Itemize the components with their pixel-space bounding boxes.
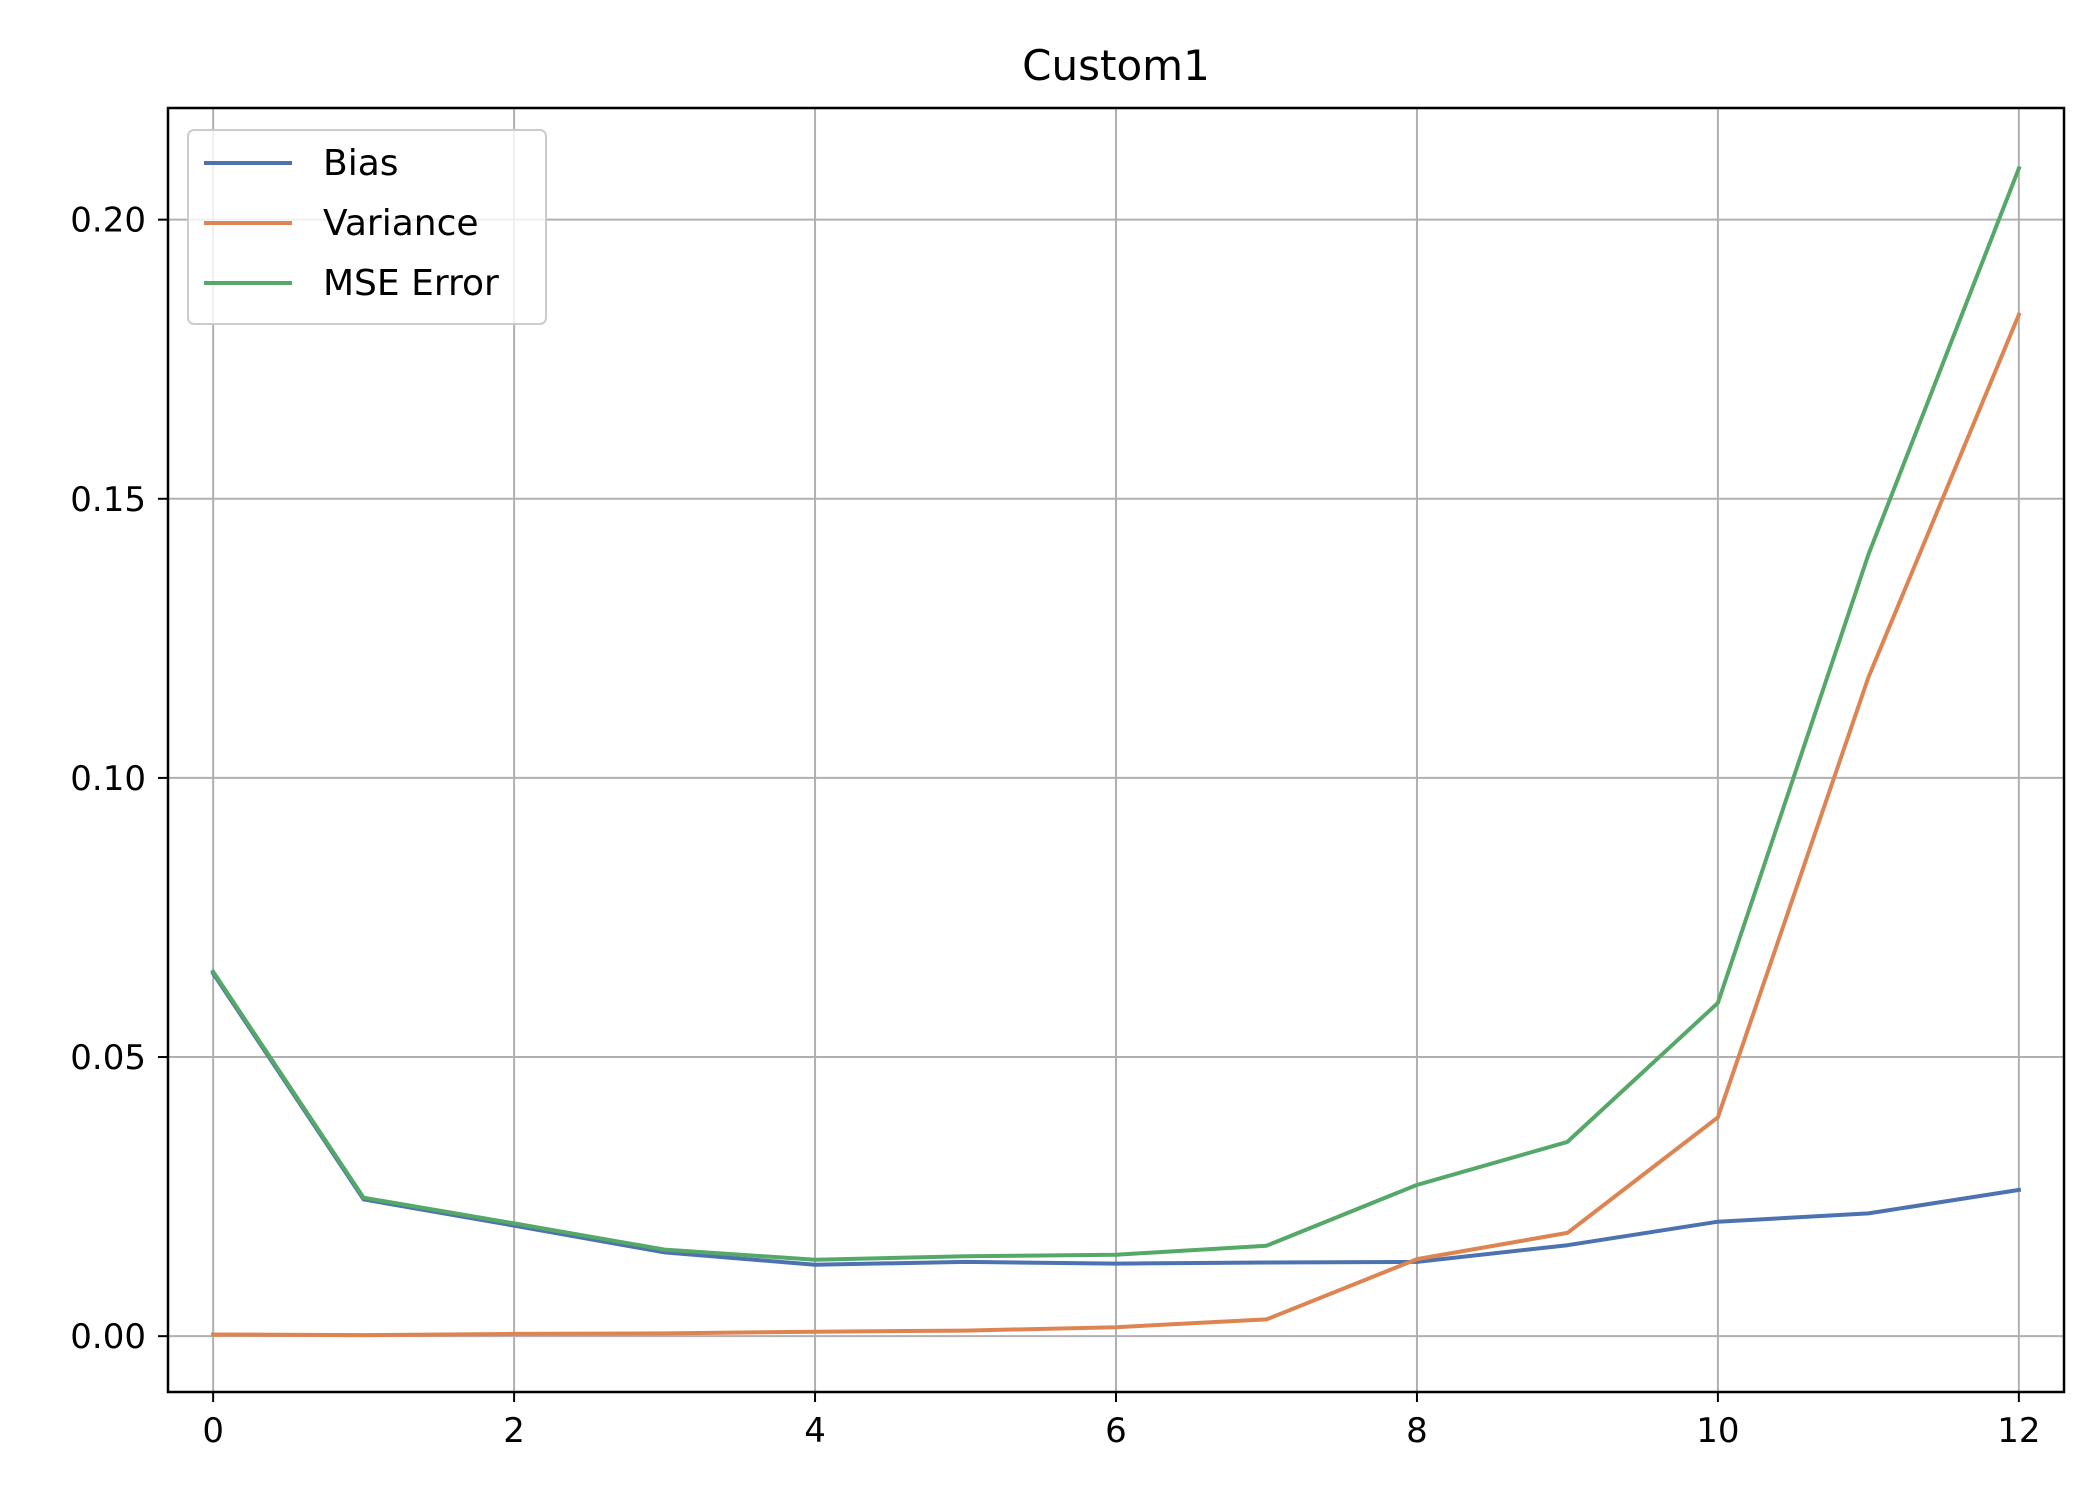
axis-ticks [158, 218, 2020, 1402]
axis-tick-labels: 0 2 4 6 8 10 12 0.00 0.05 0.10 0.15 0.20 [70, 201, 2040, 1451]
legend-label-variance: Variance [323, 203, 479, 244]
grid-lines [168, 108, 2064, 1392]
x-tick-label: 4 [804, 1411, 826, 1451]
y-tick-label: 0.15 [70, 480, 146, 520]
legend: Bias Variance MSE Error [187, 129, 547, 325]
legend-entries: Bias Variance MSE Error [204, 143, 499, 304]
x-tick-label: 0 [202, 1411, 224, 1451]
y-tick-label: 0.20 [70, 201, 146, 241]
x-tick-label: 2 [503, 1411, 525, 1451]
x-tick-label: 10 [1696, 1411, 1739, 1451]
chart-title: Custom1 [1022, 41, 1210, 90]
y-tick-label: 0.00 [70, 1317, 146, 1357]
legend-box [187, 129, 547, 325]
legend-label-mse-error: MSE Error [323, 263, 499, 304]
series-lines [210, 165, 2022, 1338]
x-tick-label: 6 [1105, 1411, 1127, 1451]
x-tick-label: 12 [1997, 1411, 2040, 1451]
series-line-mse-error [210, 165, 2022, 1262]
series-line-variance [211, 311, 2022, 1338]
x-tick-label: 8 [1406, 1411, 1428, 1451]
legend-label-bias: Bias [323, 143, 399, 184]
y-tick-label: 0.05 [70, 1038, 146, 1078]
series-line-bias [210, 970, 2022, 1267]
y-tick-label: 0.10 [70, 759, 146, 799]
